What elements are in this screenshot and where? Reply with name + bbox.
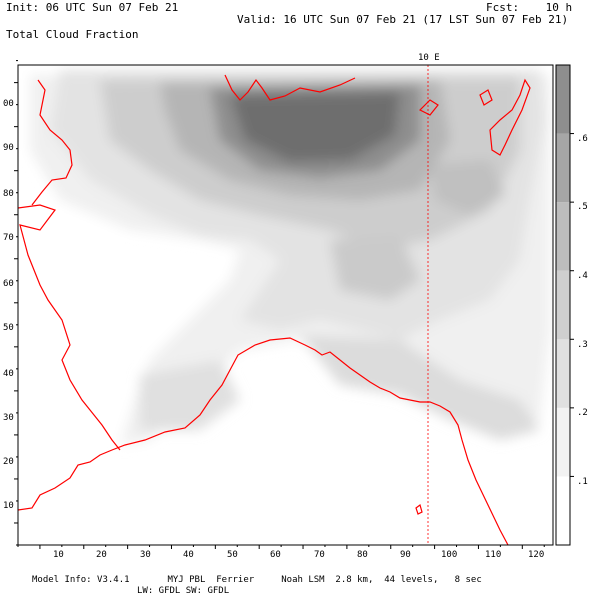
y-tick-label-30: 30 — [3, 413, 14, 423]
y-tick-label-10: 10 — [3, 501, 14, 511]
northwest-border-line — [31, 79, 73, 206]
x-tick-label-80: 80 — [357, 550, 368, 560]
y-tick-label-50: 50 — [3, 323, 14, 333]
x-tick-label-110: 110 — [485, 550, 501, 560]
x-tick-label-100: 100 — [441, 550, 457, 560]
colorbar-label-0.1: .1 — [577, 477, 588, 487]
y-tick-label-60: 60 — [3, 279, 14, 289]
colorbar-label-0.2: .2 — [577, 408, 588, 418]
y-tick-label-80: 80 — [3, 189, 14, 199]
shade-level-2c — [300, 335, 540, 440]
field-title: Total Cloud Fraction — [6, 28, 139, 41]
north-coast-line — [224, 74, 356, 101]
shade-level-3c — [430, 160, 505, 215]
colorbar-label-0.6: .6 — [577, 134, 588, 144]
meridian-label: 10 E — [418, 53, 440, 63]
coastline — [18, 74, 531, 545]
y-tick-label-90: 90 — [3, 143, 14, 153]
colorbar-swatch — [556, 270, 570, 340]
x-tick-label-20: 20 — [96, 550, 107, 560]
x-tick-label-50: 50 — [227, 550, 238, 560]
colorbar-swatch — [556, 407, 570, 477]
northeast-island-line — [479, 89, 493, 106]
west-coast-line — [18, 204, 121, 451]
colorbar: .1 .2 .3 .4 .5 .6 — [555, 64, 588, 546]
x-tick-label-90: 90 — [400, 550, 411, 560]
y-tick-label-20: 20 — [3, 457, 14, 467]
northeast-coast-line — [489, 78, 531, 156]
y-axis: 10 20 30 40 50 60 70 80 90 00 — [3, 60, 18, 546]
cloud-fraction-shading — [30, 70, 550, 445]
colorbar-swatch — [556, 202, 570, 271]
colorbar-frame — [555, 64, 571, 546]
y-tick-label-00: 00 — [3, 99, 14, 109]
init-time: Init: 06 UTC Sun 07 Feb 21 — [6, 1, 179, 14]
x-axis: 10 20 30 40 50 60 70 80 90 100 110 120 — [17, 545, 545, 560]
x-tick-label-10: 10 — [53, 550, 64, 560]
forecast-hour: Fcst: 10 h — [486, 1, 573, 14]
model-info: Model Info: V3.4.1 MYJ PBL Ferrier Noah … — [32, 575, 482, 585]
x-tick-label-120: 120 — [528, 550, 544, 560]
south-coast-line — [18, 337, 509, 545]
x-tick-label-40: 40 — [183, 550, 194, 560]
island-line — [418, 99, 439, 116]
colorbar-swatch — [556, 476, 570, 545]
y-tick-label-40: 40 — [3, 369, 14, 379]
y-tick-label-70: 70 — [3, 233, 14, 243]
x-tick-label-30: 30 — [140, 550, 151, 560]
shade-level-2b — [140, 360, 240, 430]
colorbar-label-0.4: .4 — [577, 271, 588, 281]
shade-level-3b — [330, 235, 420, 300]
small-island-line — [415, 503, 423, 515]
colorbar-swatch — [556, 339, 570, 408]
valid-time: Valid: 16 UTC Sun 07 Feb 21 (17 LST Sun … — [237, 13, 569, 26]
plot-frame — [17, 64, 554, 546]
radiation-info: LW: GFDL SW: GFDL — [137, 586, 230, 596]
colorbar-swatch — [556, 65, 570, 134]
colorbar-label-0.5: .5 — [577, 202, 588, 212]
x-tick-label-70: 70 — [314, 550, 325, 560]
shade-level-6 — [230, 92, 400, 162]
colorbar-label-0.3: .3 — [577, 340, 588, 350]
x-tick-label-60: 60 — [270, 550, 281, 560]
colorbar-swatch — [556, 133, 570, 203]
